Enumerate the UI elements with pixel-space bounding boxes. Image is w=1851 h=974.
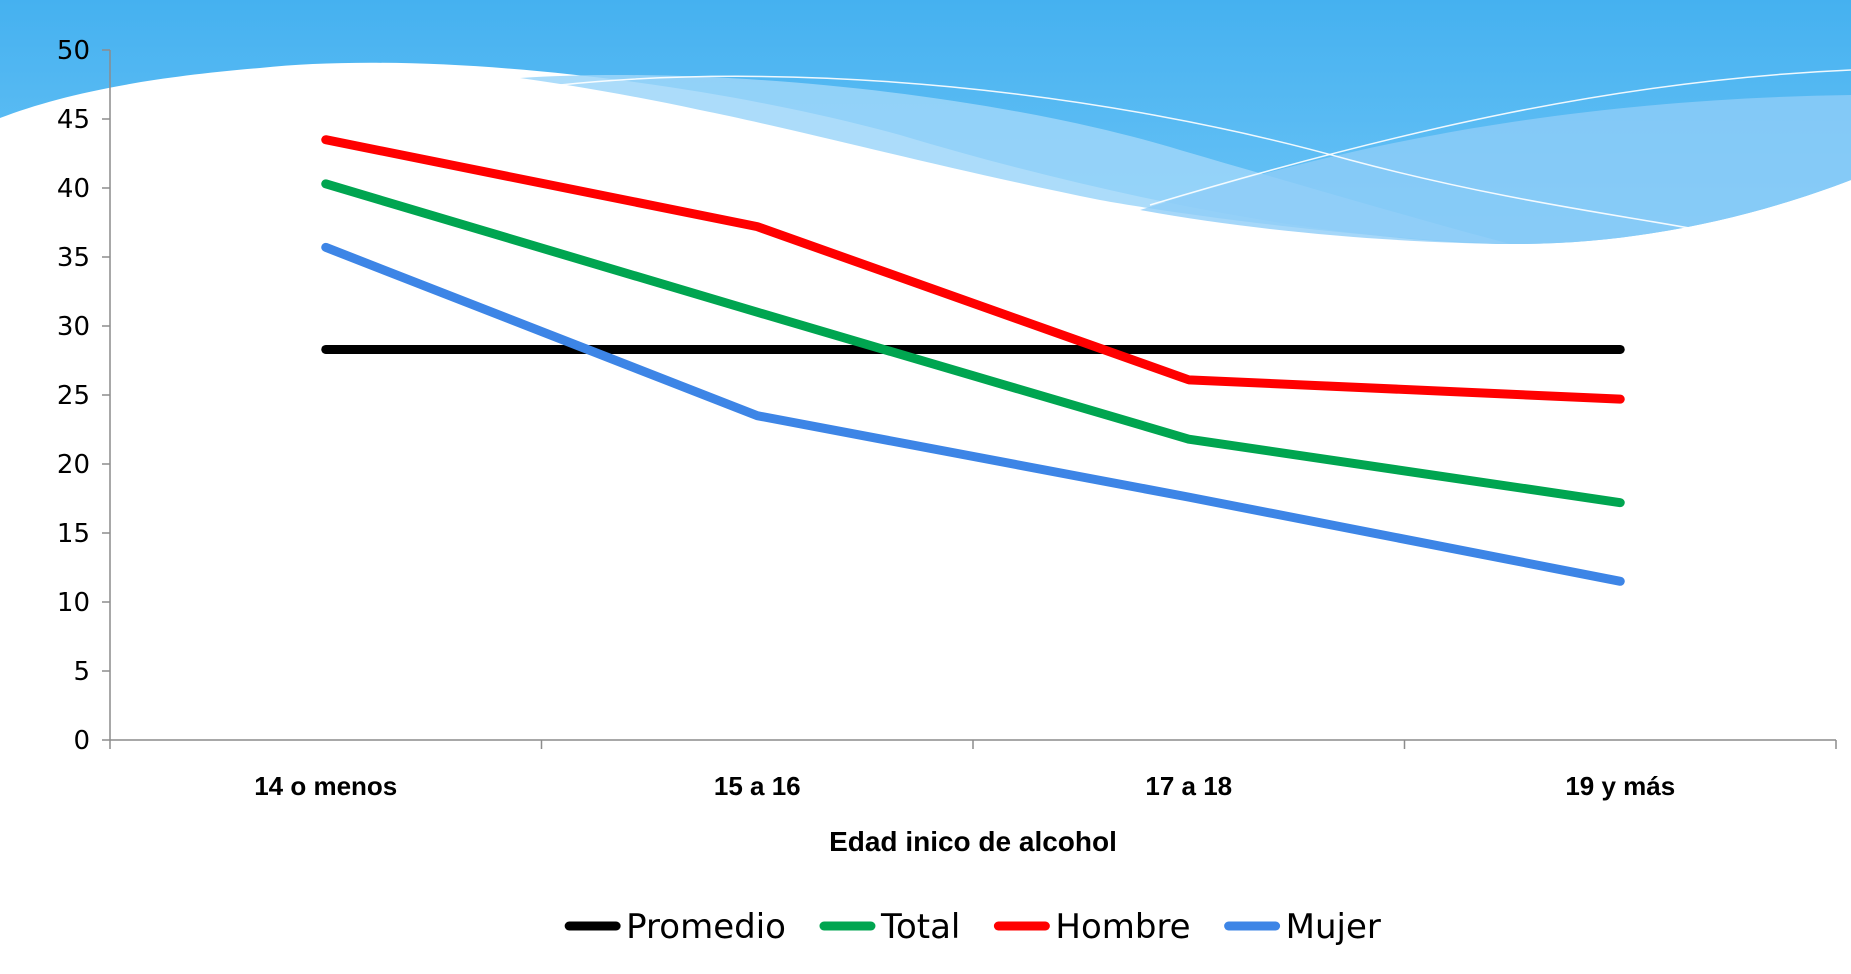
x-category-label: 14 o menos (254, 771, 397, 801)
series-lines (321, 135, 1625, 586)
series-line-hombre (321, 135, 1625, 404)
series-line-mujer (321, 242, 1625, 586)
y-tick-label: 45 (57, 105, 90, 135)
legend-label: Mujer (1286, 907, 1381, 947)
x-axis-title: Edad inico de alcohol (829, 826, 1117, 857)
y-tick-label: 10 (57, 588, 90, 618)
y-tick-label: 15 (57, 519, 90, 549)
series-line-total (321, 179, 1625, 508)
legend-item-promedio: Promedio (564, 907, 786, 947)
y-tick-label: 5 (73, 657, 90, 687)
y-tick-label: 40 (57, 174, 90, 204)
legend-label: Promedio (626, 907, 786, 947)
y-tick-label: 20 (57, 450, 90, 480)
legend: Promedio Total Hombre Mujer (564, 907, 1381, 947)
legend-item-mujer: Mujer (1224, 907, 1381, 947)
legend-item-hombre: Hombre (993, 907, 1191, 947)
y-tick-label: 0 (73, 726, 90, 756)
legend-label: Hombre (1055, 907, 1190, 947)
y-tick-label: 30 (57, 312, 90, 342)
legend-label: Total (880, 907, 960, 947)
y-tick-label: 35 (57, 243, 90, 273)
x-category-label: 15 a 16 (714, 771, 801, 801)
legend-item-total: Total (819, 907, 960, 947)
background-wave (0, 0, 1851, 245)
y-axis-ticks: 0 5 10 15 20 25 30 35 40 45 50 (57, 36, 110, 756)
x-axis-ticks: 14 o menos 15 a 16 17 a 18 19 y más (109, 740, 1837, 801)
x-category-label: 17 a 18 (1145, 771, 1232, 801)
y-tick-label: 25 (57, 381, 90, 411)
y-tick-label: 50 (57, 36, 90, 66)
x-category-label: 19 y más (1565, 771, 1675, 801)
